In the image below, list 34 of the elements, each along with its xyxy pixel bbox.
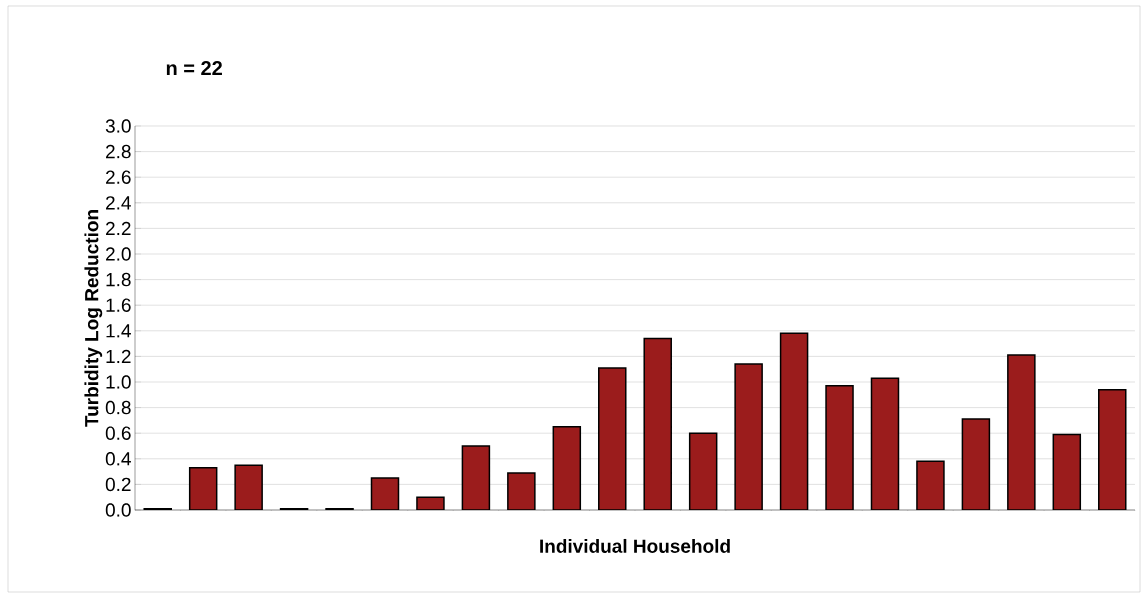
bar	[1098, 388, 1127, 510]
bar	[870, 377, 900, 510]
bar	[734, 363, 763, 510]
bar	[825, 385, 854, 510]
bar	[688, 432, 718, 510]
y-tick-label: 2.8	[106, 144, 131, 159]
x-axis-title: Individual Household	[540, 538, 730, 553]
y-tick-label: 2.6	[106, 170, 131, 184]
y-tick-label: 2.0	[106, 247, 131, 261]
y-tick-label: 2.2	[106, 221, 131, 236]
bar	[552, 426, 582, 510]
y-tick-label: 1.8	[106, 272, 131, 287]
y-tick-label: 1.2	[106, 349, 131, 364]
y-tick-label: 1.6	[106, 298, 131, 312]
bar	[779, 332, 809, 510]
y-tick-label: 0.4	[105, 452, 131, 466]
y-tick-label: 0.0	[105, 503, 131, 517]
y-tick-label: 0.8	[105, 400, 131, 415]
bar	[961, 418, 991, 510]
y-axis-title: Turbidity Log Reduction	[84, 210, 103, 427]
bar	[598, 367, 627, 510]
y-tick-label: 3.0	[105, 119, 131, 133]
chart-title: n = 22	[166, 61, 222, 75]
bar	[1007, 354, 1036, 510]
y-tick-label: 1.0	[106, 375, 131, 389]
bar	[370, 477, 400, 510]
bar	[643, 337, 672, 510]
bar	[461, 445, 491, 510]
bar	[188, 467, 218, 510]
y-tick-label: 0.2	[105, 477, 131, 492]
y-tick-label: 0.6	[105, 426, 131, 440]
y-tick-label: 2.4	[106, 196, 131, 210]
y-tick-label: 1.4	[106, 324, 131, 338]
bar	[1052, 433, 1082, 510]
